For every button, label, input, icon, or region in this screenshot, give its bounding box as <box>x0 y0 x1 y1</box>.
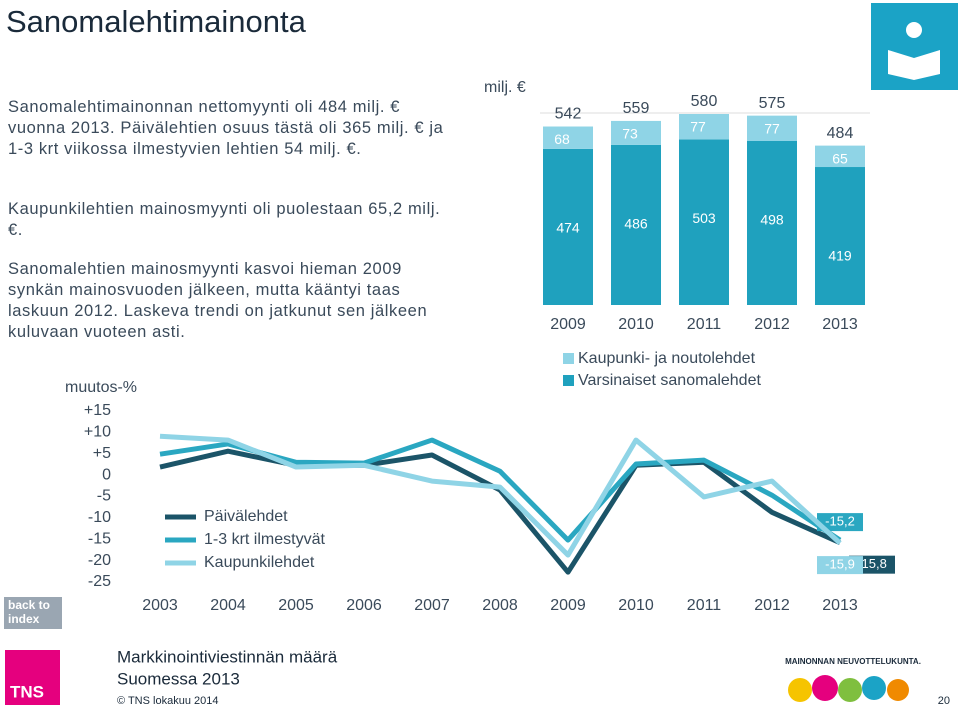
value-label-box <box>817 556 863 575</box>
legend-swatch <box>563 353 574 364</box>
y-tick-label: -10 <box>88 509 111 526</box>
segment-label: 419 <box>828 248 852 264</box>
segment-label: 503 <box>692 210 716 226</box>
y-tick-label: -5 <box>97 488 111 505</box>
x-tick-label: 2013 <box>822 316 858 333</box>
paragraph: Kaupunkilehtien mainosmyynti oli puolest… <box>8 200 441 239</box>
total-label: 580 <box>691 93 718 110</box>
bar-segment <box>815 145 865 168</box>
back-button[interactable]: back to index <box>4 597 62 629</box>
x-tick-label: 2003 <box>142 597 178 614</box>
segment-label: 68 <box>554 131 570 147</box>
legend-label: Päivälehdet <box>204 508 288 525</box>
tns-logo-text: TNS <box>10 682 44 701</box>
tns-logo <box>5 650 60 705</box>
legend-label: Varsinaiset sanomalehdet <box>578 372 761 389</box>
x-tick-label: 2004 <box>210 597 246 614</box>
x-tick-label: 2009 <box>550 597 586 614</box>
icon-book <box>888 50 940 80</box>
legend-label: Kaupunkilehdet <box>204 554 315 571</box>
slide-title: Sanomalehtimainonta <box>6 4 307 39</box>
x-tick-label: 2010 <box>618 316 654 333</box>
segment-label: 77 <box>764 120 780 136</box>
back-box[interactable] <box>4 597 62 629</box>
legend-label: 1-3 krt ilmestyvät <box>204 531 325 548</box>
bar-segment <box>747 141 797 305</box>
x-tick-label: 2009 <box>550 316 586 333</box>
footer-copyright: © TNS lokakuu 2014 <box>117 695 218 707</box>
page-number: 20 <box>938 695 950 707</box>
legend-swatch <box>563 375 574 386</box>
total-label: 484 <box>827 125 854 142</box>
y-axis-label: muutos-% <box>65 379 137 396</box>
bar-segment <box>747 115 797 142</box>
bar-segment <box>611 120 661 145</box>
y-tick-label: -15 <box>88 530 111 547</box>
x-tick-label: 2011 <box>687 597 722 614</box>
total-label: 559 <box>623 100 650 117</box>
footer-report: Suomessa 2013 <box>117 669 240 688</box>
x-tick-label: 2011 <box>687 316 722 333</box>
y-tick-label: -25 <box>88 573 111 590</box>
bar-segment <box>679 114 729 140</box>
bar-segment <box>815 167 865 305</box>
segment-label: 486 <box>624 216 648 232</box>
total-label: 575 <box>759 95 786 112</box>
bar-segment <box>611 144 661 305</box>
partner-figures <box>788 675 909 702</box>
unit-label: milj. € <box>484 79 526 96</box>
total-label: 542 <box>555 106 582 123</box>
y-tick-label: 0 <box>102 466 111 483</box>
y-tick-label: +5 <box>93 445 111 462</box>
value-label-box <box>817 513 863 532</box>
value-label: -15,9 <box>825 557 855 572</box>
segment-label: 73 <box>622 126 638 142</box>
segment-label: 498 <box>760 212 784 228</box>
back-text[interactable]: index <box>8 612 40 626</box>
line <box>159 433 842 558</box>
x-tick-label: 2012 <box>754 316 790 333</box>
bar-segment <box>543 126 593 149</box>
x-tick-label: 2007 <box>414 597 450 614</box>
x-tick-label: 2005 <box>278 597 314 614</box>
segment-label: 65 <box>832 150 848 166</box>
paragraph: Sanomalehtien mainosmyynti kasvoi hieman… <box>8 260 428 341</box>
x-tick-label: 2008 <box>482 597 518 614</box>
segment-label: 474 <box>556 220 580 236</box>
y-tick-label: -20 <box>88 552 111 569</box>
value-label: -15,8 <box>857 556 887 571</box>
partner-logo: MAINONNAN NEUVOTTELUKUNTA. <box>785 657 921 666</box>
segment-label: 77 <box>690 119 706 135</box>
x-tick-label: 2012 <box>754 597 790 614</box>
icon-head <box>906 22 922 38</box>
back-text[interactable]: back to <box>8 598 50 612</box>
bar-segment <box>543 148 593 305</box>
bar-segment <box>679 139 729 305</box>
value-label: -15,2 <box>825 514 855 529</box>
footer-report: Markkinointiviestinnän määrä <box>117 647 338 666</box>
x-tick-label: 2013 <box>822 597 858 614</box>
y-tick-label: +15 <box>84 402 111 419</box>
y-tick-label: +10 <box>84 424 111 441</box>
x-tick-label: 2010 <box>618 597 654 614</box>
x-tick-label: 2006 <box>346 597 382 614</box>
legend-label: Kaupunki- ja noutolehdet <box>578 350 756 367</box>
paragraph: Sanomalehtimainonnan nettomyynti oli 484… <box>8 98 444 158</box>
